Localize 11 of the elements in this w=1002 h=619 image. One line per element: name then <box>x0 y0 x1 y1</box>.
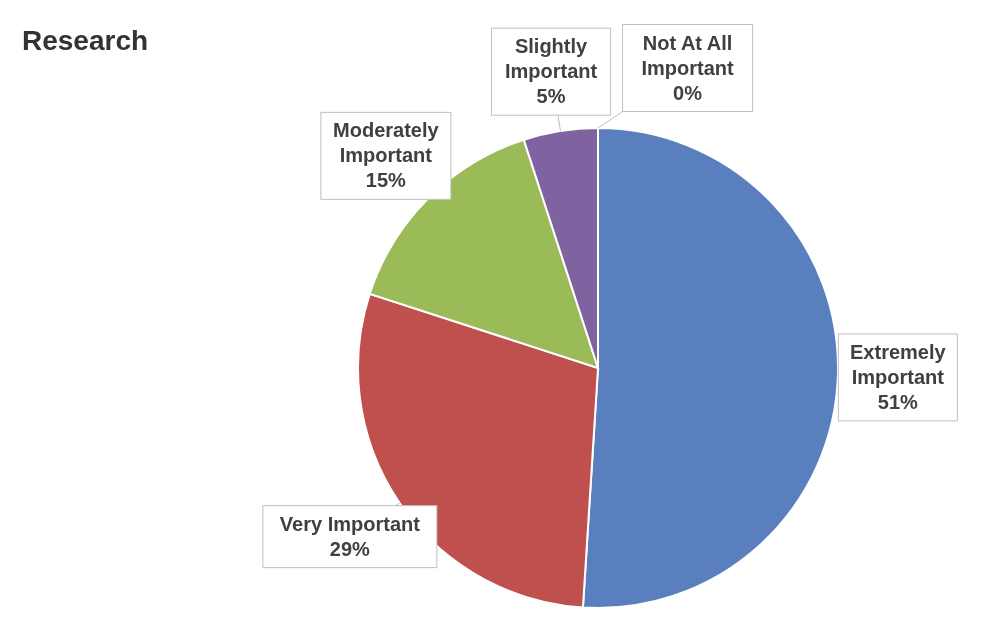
data-label: 29% <box>329 537 371 560</box>
slice-label: Extremely Important <box>850 340 947 388</box>
data-label: 51% <box>877 390 919 413</box>
data-label: 5% <box>536 85 566 108</box>
slice-label: Very Important <box>279 512 421 535</box>
category-label: Not At All Important <box>641 31 734 79</box>
text: 0% <box>673 81 703 104</box>
slice-label: Slightly Important <box>504 35 598 83</box>
data-label: 15% <box>365 169 407 192</box>
slice-label: Moderately Important <box>333 119 440 167</box>
chart-title: Research <box>22 25 149 56</box>
